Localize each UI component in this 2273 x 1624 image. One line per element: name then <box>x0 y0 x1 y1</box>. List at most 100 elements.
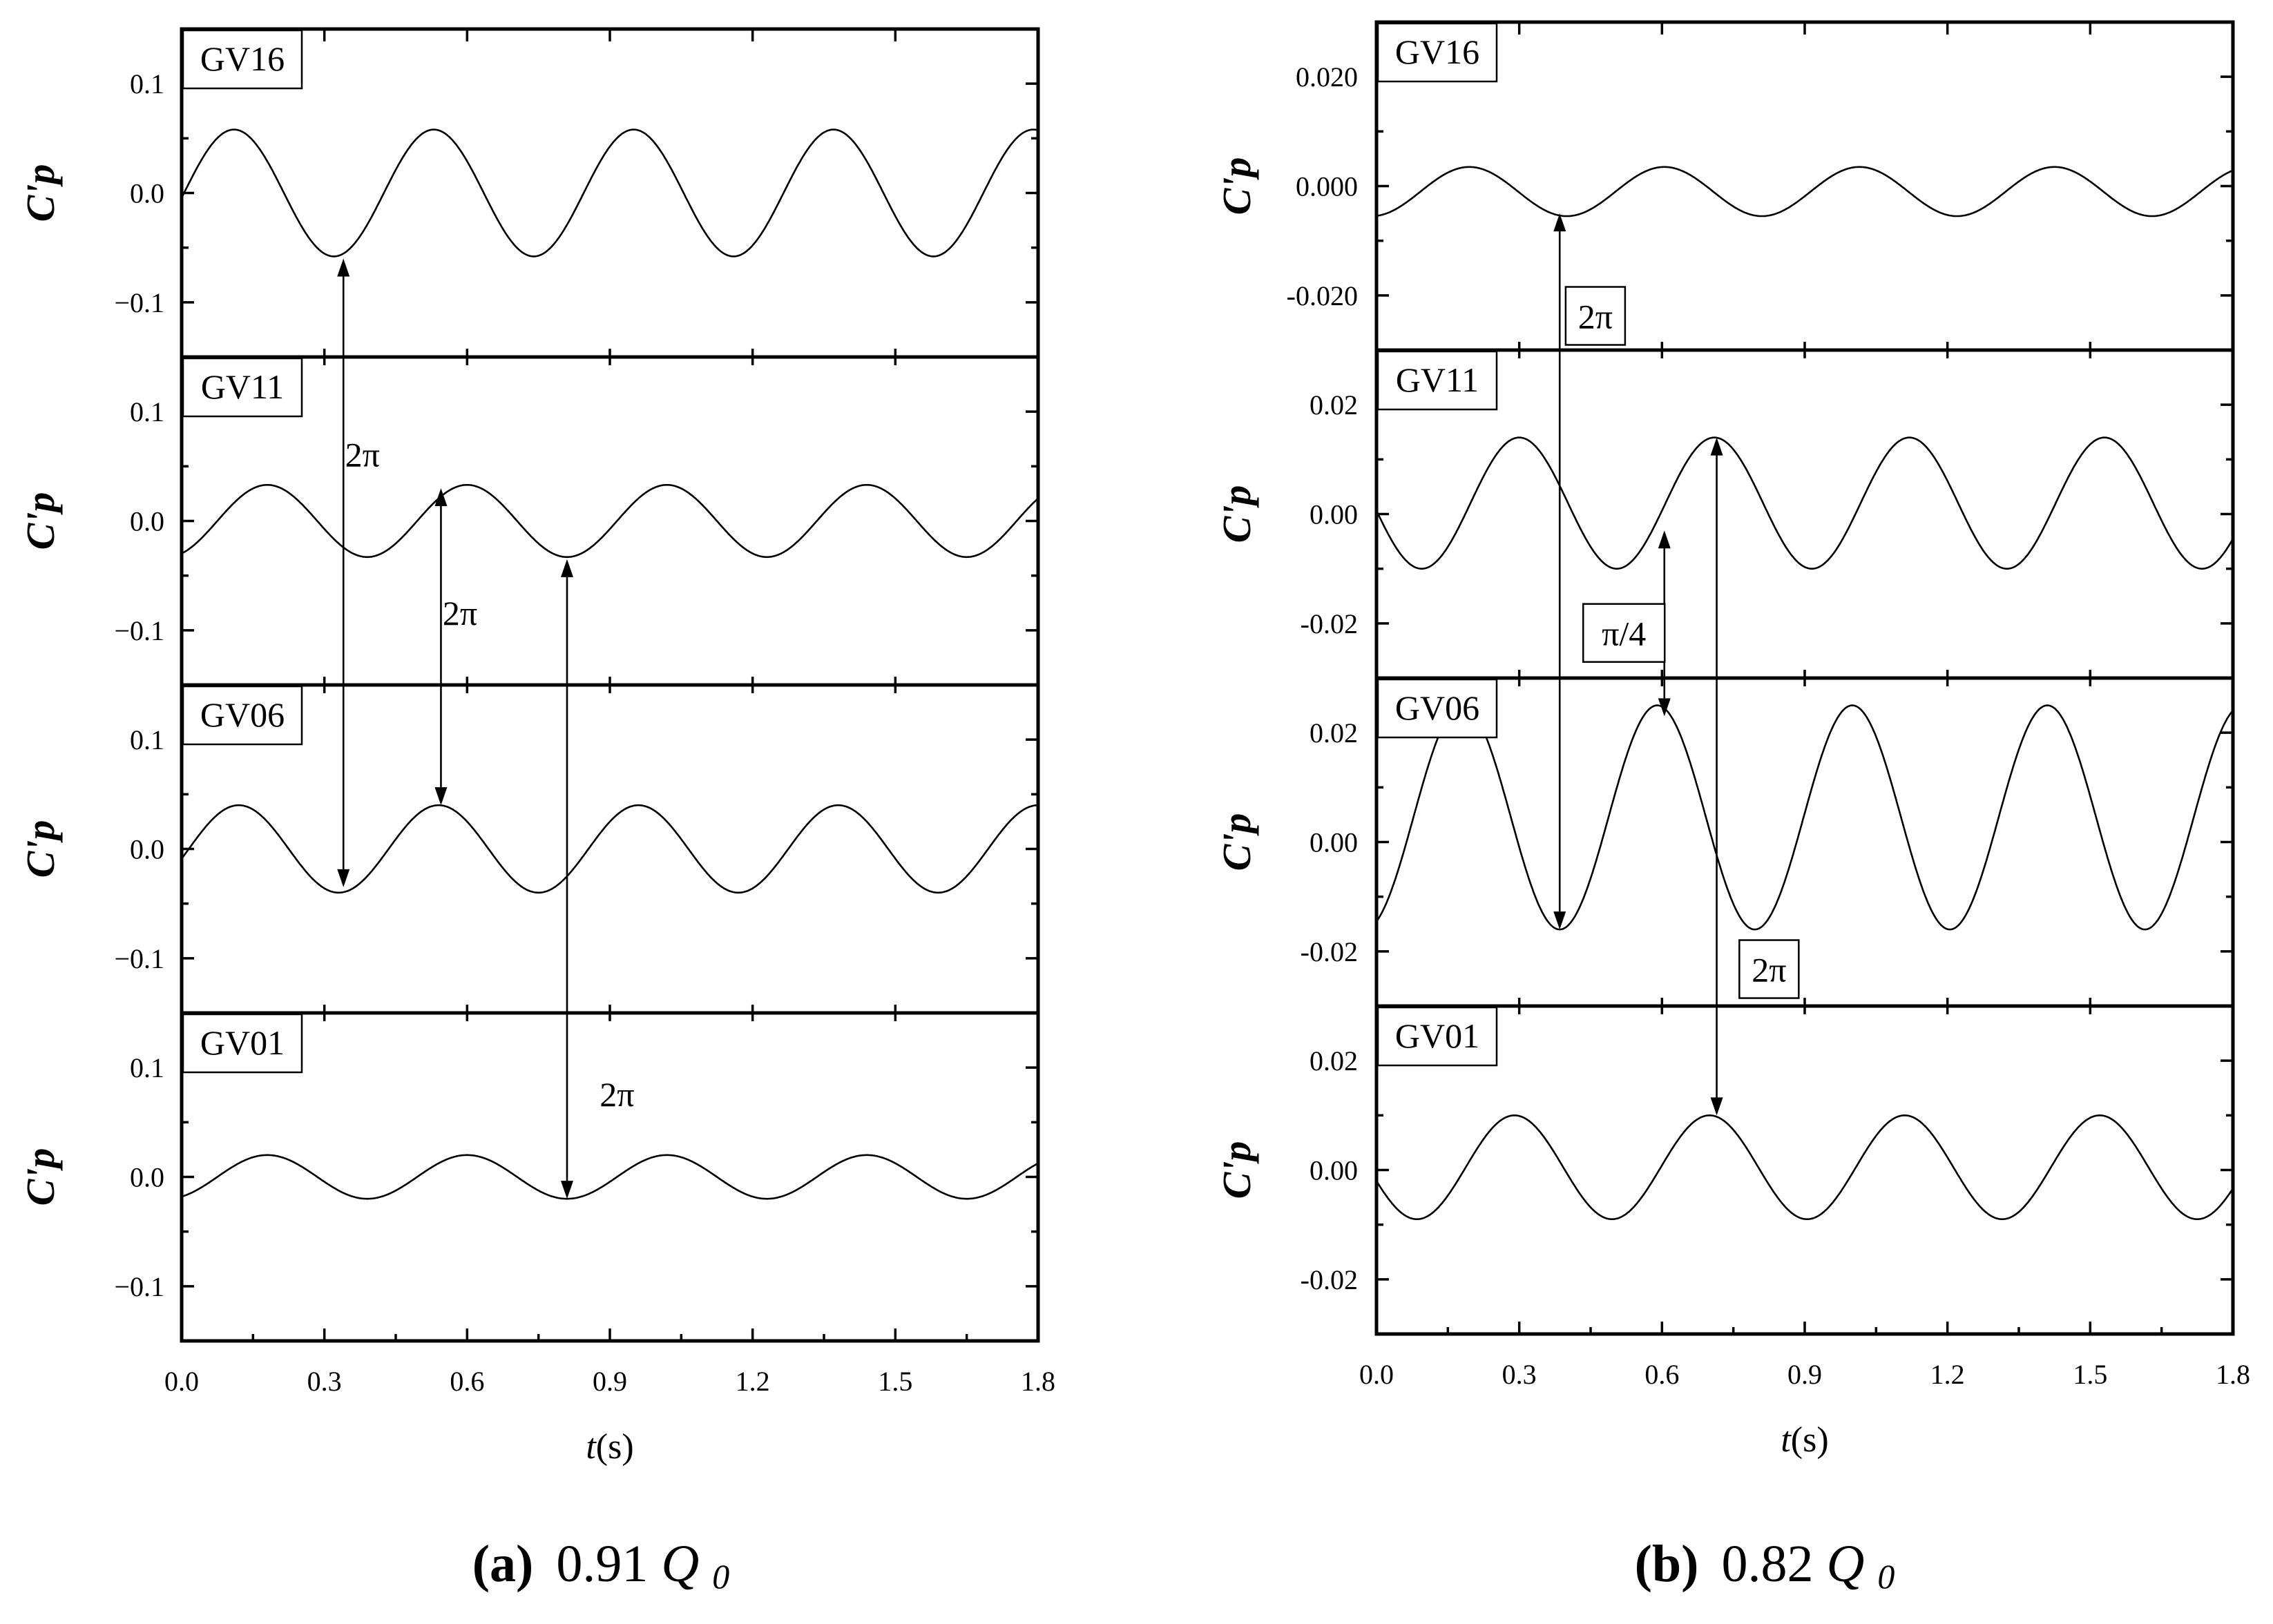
panel-name-box <box>1377 1006 1498 1067</box>
panel-gv16: −0.1 0.0 0.1 C'p GV16 <box>18 27 1040 359</box>
caption-b-sub: 0 <box>1877 1557 1895 1596</box>
annotation-label-box <box>1564 286 1627 346</box>
series-line-gv16 <box>180 128 1039 258</box>
annotation-arrow-head <box>337 258 350 277</box>
panel-frame <box>180 1011 1040 1343</box>
y-tick-label: 0.0 <box>130 506 164 537</box>
caption-a-text: 0.91 <box>556 1535 648 1593</box>
annotation-arrow-head <box>434 488 448 506</box>
y-tick-label: -0.02 <box>1301 1264 1358 1295</box>
series-line-gv11 <box>1375 436 2234 570</box>
x-tick-label: 1.5 <box>2073 1359 2107 1390</box>
y-tick-label: 0.0 <box>130 834 164 865</box>
panel-name-box <box>1377 22 1498 83</box>
x-axis-label-var: t <box>586 1427 597 1467</box>
caption-a-letter: (a) <box>472 1535 534 1593</box>
y-tick-label: 0.02 <box>1310 717 1358 748</box>
panel-name-box <box>182 685 303 746</box>
panel-gv11: -0.02 0.00 0.02 C'p GV11 <box>1214 348 2235 680</box>
annotation-arrow-head <box>1710 1097 1723 1116</box>
x-tick-label: 1.8 <box>1021 1366 1055 1397</box>
panel-frame <box>1374 1004 2235 1336</box>
x-tick-label: 0.9 <box>593 1366 627 1397</box>
annotation-label: π/4 <box>1602 615 1646 653</box>
panel-gv01: −0.1 0.0 0.1 C'p GV01 <box>18 1011 1040 1343</box>
x-tick-label: 0.6 <box>1644 1359 1679 1390</box>
chart-b: -0.020 0.000 0.020 C'p GV16 -0.02 0.00 0.02 C'p G… <box>1214 20 2250 1460</box>
y-axis-label: C'p <box>1214 157 1259 215</box>
panel-frame <box>1374 348 2235 680</box>
y-tick-label: -0.02 <box>1301 936 1358 967</box>
y-tick-label: 0.0 <box>130 1162 164 1193</box>
panel-name-label: GV11 <box>201 367 284 406</box>
caption-b-var: Q <box>1827 1535 1865 1593</box>
x-tick-label: 0.0 <box>164 1366 199 1397</box>
y-tick-label: 0.00 <box>1310 499 1358 530</box>
series-line-gv16 <box>1376 166 2234 218</box>
x-tick-label: 1.8 <box>2216 1359 2250 1390</box>
caption-a-sub: 0 <box>712 1557 729 1596</box>
y-axis-label: C'p <box>18 492 63 550</box>
y-tick-label: 0.00 <box>1310 827 1358 858</box>
panel-frame <box>180 683 1040 1015</box>
x-axis-label-unit: (s) <box>596 1427 634 1467</box>
annotation-label-box <box>1582 603 1666 663</box>
x-tick-label: 1.2 <box>736 1366 770 1397</box>
annotation-arrow: 2π <box>434 488 477 806</box>
panel-name-box <box>1377 350 1498 411</box>
annotation-arrow: 2π <box>1710 437 1800 1116</box>
annotation-label: 2π <box>1752 951 1786 989</box>
panel-name-label: GV01 <box>200 1023 285 1062</box>
panel-gv11: −0.1 0.0 0.1 C'p GV11 <box>18 355 1040 687</box>
annotation-arrow-head <box>1658 530 1671 549</box>
annotation-arrow: 2π <box>1553 213 1627 930</box>
panel-frame <box>180 27 1040 359</box>
panel-name-label: GV11 <box>1396 360 1479 399</box>
annotation-arrow-head <box>1710 437 1723 456</box>
panel-name-label: GV16 <box>1395 32 1479 71</box>
annotation-arrow-head <box>1553 911 1566 930</box>
x-axis-label-unit: (s) <box>1791 1420 1829 1460</box>
x-tick-label: 0.0 <box>1359 1359 1394 1390</box>
annotation-arrow-head <box>561 1181 573 1199</box>
y-tick-label: 0.000 <box>1296 171 1358 202</box>
series-line-gv06 <box>180 804 1038 894</box>
x-axis-label-var: t <box>1781 1420 1792 1460</box>
annotation-arrow-head <box>434 787 448 806</box>
x-tick-label: 0.6 <box>450 1366 484 1397</box>
annotation-arrow: 2π <box>337 258 380 887</box>
y-tick-label: −0.1 <box>114 1271 164 1302</box>
x-axis-label: t(s) <box>586 1427 633 1467</box>
y-axis-label: C'p <box>1214 1141 1259 1199</box>
panel-gv16: -0.020 0.000 0.020 C'p GV16 <box>1214 20 2235 352</box>
y-tick-label: 0.020 <box>1296 61 1358 93</box>
y-tick-label: 0.1 <box>130 68 164 99</box>
caption-b-text: 0.82 <box>1722 1535 1814 1593</box>
series-line-gv01 <box>1375 1114 2234 1220</box>
annotation-arrow: π/4 <box>1582 530 1671 717</box>
y-axis-label: C'p <box>1214 813 1259 871</box>
annotation-label: 2π <box>345 436 380 474</box>
y-tick-label: 0.1 <box>130 1052 164 1083</box>
y-tick-label: 0.1 <box>130 396 164 427</box>
y-tick-label: 0.0 <box>130 178 164 209</box>
x-tick-label: 1.5 <box>878 1366 912 1397</box>
annotation-arrow: 2π <box>561 559 634 1199</box>
y-tick-label: -0.020 <box>1287 280 1358 311</box>
panel-gv06: −0.1 0.0 0.1 C'p GV06 <box>18 683 1040 1015</box>
caption-b: (b) 0.82 Q 0 <box>1635 1535 1895 1596</box>
y-tick-label: 0.00 <box>1310 1155 1358 1186</box>
x-axis-label: t(s) <box>1781 1420 1828 1460</box>
caption-a: (a) 0.91 Q 0 <box>472 1535 730 1596</box>
annotation-arrow-head <box>1553 213 1566 232</box>
panel-name-label: GV16 <box>200 39 285 78</box>
panel-frame <box>1374 20 2235 352</box>
series-line-gv06 <box>1375 704 2234 931</box>
panel-frame <box>180 355 1040 687</box>
caption-a-var: Q <box>661 1535 699 1593</box>
annotation-arrow-head <box>1658 698 1671 717</box>
panel-name-box <box>182 1013 303 1074</box>
y-axis-label: C'p <box>18 1148 63 1206</box>
panel-name-label: GV01 <box>1395 1016 1479 1055</box>
panel-frame <box>1374 676 2235 1008</box>
